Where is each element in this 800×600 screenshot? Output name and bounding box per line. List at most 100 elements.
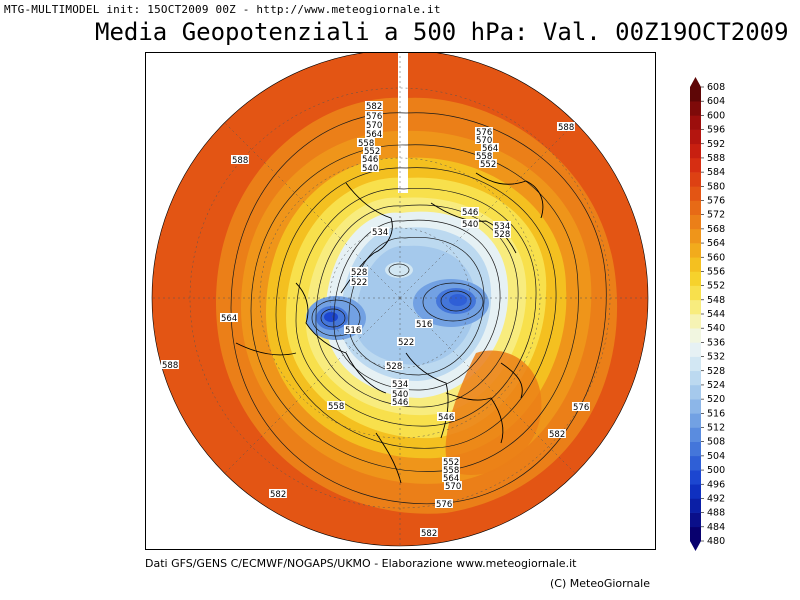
- colorbar-swatch: [690, 271, 701, 286]
- colorbar-tick-label: 564: [707, 238, 725, 249]
- colorbar-swatch: [690, 172, 701, 187]
- colorbar-swatch: [690, 243, 701, 258]
- contour-label: 576: [573, 403, 589, 413]
- contour-label: 546: [362, 155, 378, 165]
- contour-label-bg: [385, 361, 403, 370]
- map-title: Media Geopotenziali a 500 hPa: Val. 00Z1…: [95, 18, 789, 46]
- contour-label-bg: [397, 337, 415, 346]
- contour-label: 558: [476, 152, 492, 162]
- contour-label: 522: [398, 338, 414, 348]
- contour-label: 582: [270, 490, 286, 500]
- colorbar-tick-label: 488: [707, 508, 725, 519]
- contour-label-bg: [420, 528, 438, 537]
- contour-label: 534: [392, 380, 408, 390]
- colorbar-swatch: [690, 314, 701, 329]
- contour-label-bg: [365, 129, 383, 138]
- colorbar-swatch: [690, 484, 701, 499]
- contour-label-bg: [161, 360, 179, 369]
- contour-label: 582: [421, 529, 437, 539]
- colorbar-min-arrow: [690, 541, 701, 551]
- colorbar-tick-label: 584: [707, 167, 725, 178]
- colorbar-tick-label: 500: [707, 465, 725, 476]
- colorbar-swatch: [690, 399, 701, 414]
- colorbar-swatch: [690, 299, 701, 315]
- contour-label-bg: [444, 481, 462, 490]
- contour-label: 564: [221, 314, 237, 324]
- contour-label-bg: [269, 489, 287, 498]
- colorbar-swatches: [690, 77, 701, 551]
- contour-label-bg: [391, 397, 409, 406]
- model-init-info: MTG-MULTIMODEL init: 15OCT2009 00Z - htt…: [4, 3, 441, 16]
- colorbar-tick-label: 596: [707, 125, 725, 136]
- colorbar-tick-label: 512: [707, 423, 725, 434]
- contour-label-bg: [361, 163, 379, 172]
- contour-lines: [230, 112, 607, 505]
- contour-label: 516: [416, 320, 432, 330]
- colorbar-swatch: [690, 129, 701, 145]
- colorbar-tick-label: 484: [707, 522, 725, 533]
- colorbar-swatch: [690, 143, 701, 159]
- colorbar-tick-label: 480: [707, 536, 725, 547]
- colorbar-tick-label: 504: [707, 451, 725, 462]
- colorbar-tick-label: 536: [707, 337, 725, 348]
- colorbar-tick-label: 580: [707, 181, 725, 192]
- colorbar-tick-label: 556: [707, 266, 725, 277]
- colorbar-swatch: [690, 157, 701, 173]
- contour-label: 558: [443, 466, 459, 476]
- contour-label-bg: [344, 325, 362, 334]
- contour-label: 534: [372, 228, 388, 238]
- contour-label-bg: [442, 457, 460, 466]
- colorbar-tick-labels: 480 484 488 492 496 500 504 508 512 516 520 524 528 5…: [701, 82, 725, 547]
- contour-label: 540: [462, 220, 478, 230]
- colorbar-swatch: [690, 200, 701, 215]
- contour-label: 564: [443, 474, 459, 484]
- contour-label: 564: [366, 130, 382, 140]
- contour-label-layer: 5825765705645585525465405765705645585525…: [161, 101, 590, 539]
- contour-label: 528: [351, 268, 367, 278]
- contour-label-bg: [391, 379, 409, 388]
- contour-label-bg: [350, 267, 368, 276]
- contour-label-bg: [475, 135, 493, 144]
- colorbar-tick-label: 608: [707, 82, 725, 93]
- contour-label: 546: [392, 398, 408, 408]
- contour-label-bg: [361, 154, 379, 163]
- colorbar-swatch: [690, 257, 701, 272]
- colorbar-tick-label: 576: [707, 196, 725, 207]
- colorbar-tick-label: 552: [707, 281, 725, 292]
- colorbar-tick-label: 516: [707, 408, 725, 419]
- colorbar-tick-label: 592: [707, 139, 725, 150]
- contour-label-bg: [357, 138, 375, 147]
- contour-label: 522: [351, 278, 367, 288]
- contour-label: 540: [392, 390, 408, 400]
- colorbar-tick-label: 600: [707, 110, 725, 121]
- colorbar-swatch: [690, 526, 701, 542]
- colorbar-tick-label: 528: [707, 366, 725, 377]
- copyright-notice: (C) MeteoGiornale: [550, 577, 651, 590]
- colorbar-tick-label: 548: [707, 295, 725, 306]
- colorbar-swatch: [690, 498, 701, 513]
- colorbar-tick-label: 508: [707, 437, 725, 448]
- contour-label: 558: [328, 402, 344, 412]
- contour-label: 534: [494, 222, 510, 232]
- contour-label: 588: [232, 156, 248, 166]
- contour-label-bg: [548, 429, 566, 438]
- colorbar-swatch: [690, 356, 701, 372]
- polar-map-frame: 582 576 570 564 558 552 546 540 576 570 564 558 552 5…: [145, 52, 656, 550]
- colorbar-swatch: [690, 370, 701, 386]
- contour-label: 516: [345, 326, 361, 336]
- colorbar-swatch: [690, 470, 701, 485]
- colorbar-tick-label: 496: [707, 479, 725, 490]
- colorbar-swatch: [690, 87, 701, 102]
- colorbar-swatch: [690, 342, 701, 357]
- colorbar-swatch: [690, 455, 701, 471]
- colorbar-tick-label: 604: [707, 96, 725, 107]
- contour-label-bg: [572, 402, 590, 411]
- colorbar-swatch: [690, 214, 701, 230]
- contour-label-bg: [442, 465, 460, 474]
- contour-label-bg: [435, 499, 453, 508]
- contour-label-bg: [475, 127, 493, 136]
- contour-label: 582: [549, 430, 565, 440]
- contour-label-bg: [415, 319, 433, 328]
- contour-label: 552: [480, 160, 496, 170]
- geopotential-map: 5825765705645585525465405765705645585525…: [151, 53, 649, 547]
